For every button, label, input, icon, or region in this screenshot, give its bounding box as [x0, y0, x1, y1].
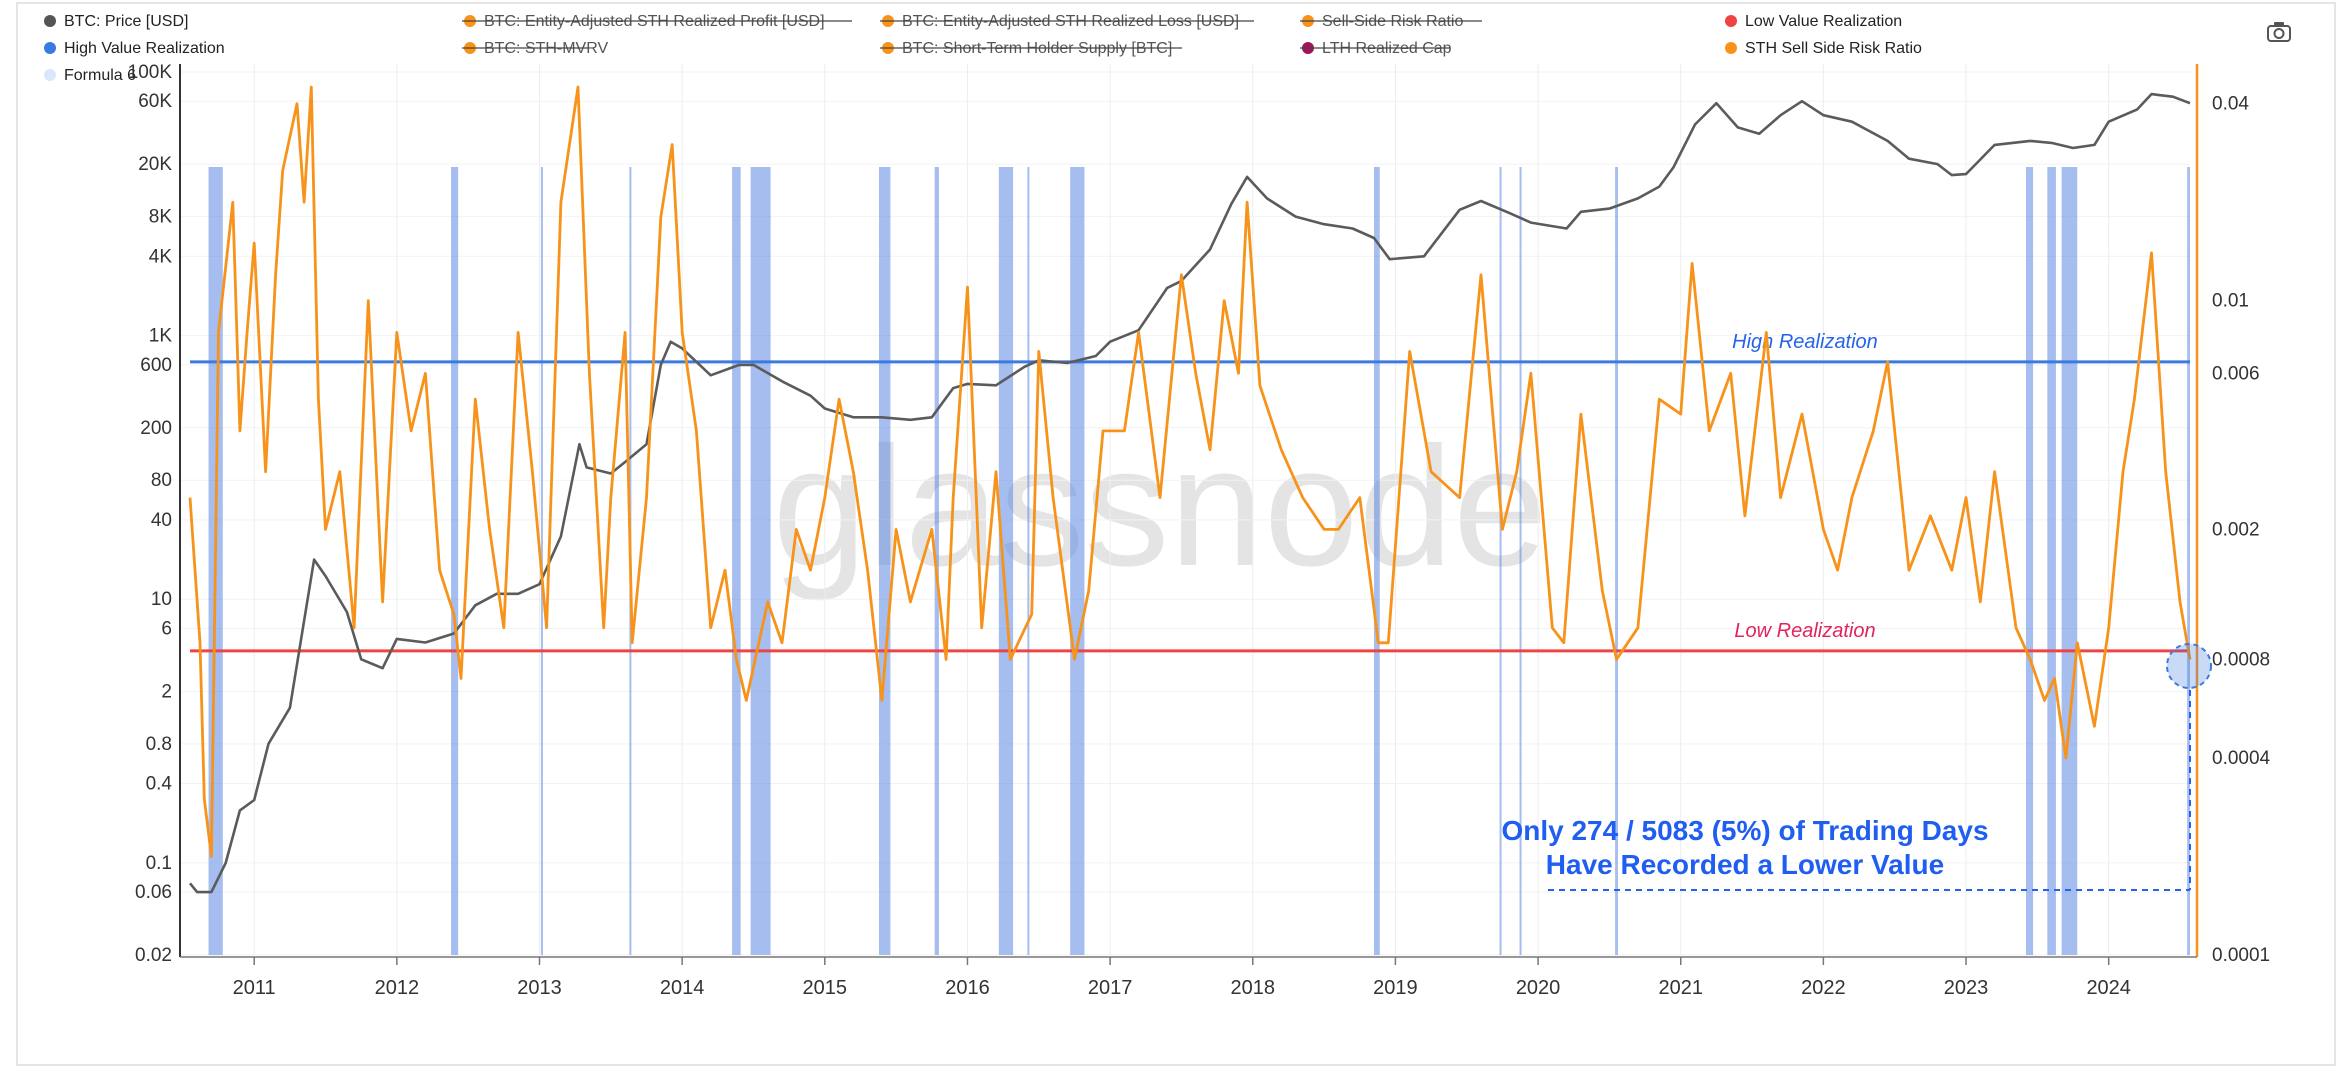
legend-swatch	[44, 42, 56, 54]
legend-item-btc-sth-mvrv[interactable]: BTC: STH-MVRV	[462, 40, 608, 57]
y-right-tick-label: 0.0004	[2212, 748, 2271, 769]
y-left-tick-label: 4K	[149, 246, 173, 267]
y-left-tick-label: 60K	[138, 91, 172, 112]
x-tick-label: 2014	[660, 977, 705, 999]
legend-label: BTC: Price [USD]	[64, 13, 188, 30]
y-left-tick-label: 20K	[138, 154, 172, 175]
x-tick-label: 2024	[2086, 977, 2131, 999]
legend-item-btc-entity-adjusted-sth-realized-loss-usd[interactable]: BTC: Entity-Adjusted STH Realized Loss […	[880, 13, 1254, 30]
low-realization-period	[1070, 167, 1085, 955]
y-left-tick-label: 100K	[128, 62, 173, 83]
x-tick-label: 2011	[233, 977, 276, 999]
legend-item-btc-price-usd[interactable]: BTC: Price [USD]	[44, 13, 188, 30]
y-right-tick-label: 0.0001	[2212, 945, 2270, 966]
x-tick-label: 2023	[1944, 977, 1989, 999]
legend-swatch	[1725, 42, 1737, 54]
y-left-tick-label: 40	[151, 510, 172, 531]
x-tick-label: 2013	[517, 977, 562, 999]
annotation-line-2: Have Recorded a Lower Value	[1546, 849, 1944, 880]
y-left-tick-label: 0.4	[146, 774, 173, 795]
y-left-tick-label: 10	[151, 589, 172, 610]
low-realization-period	[2025, 167, 2034, 955]
x-tick-label: 2017	[1088, 977, 1133, 999]
legend: BTC: Price [USD] BTC: Entity-Adjusted STH…	[44, 13, 1922, 84]
low-realization-period	[934, 167, 939, 955]
low-realization-period	[2187, 167, 2190, 955]
y-left-tick-label: 6	[161, 618, 172, 639]
x-tick-label: 2018	[1231, 977, 1276, 999]
x-tick-label: 2015	[803, 977, 848, 999]
annotation-marker	[2166, 643, 2212, 689]
y-right-tick-label: 0.006	[2212, 363, 2260, 384]
series-sth-sell-side-risk-ratio	[188, 85, 2192, 858]
series-btc-price-usd	[188, 92, 2191, 894]
y-left-tick-label: 600	[140, 355, 172, 376]
series-lines	[188, 85, 2192, 894]
low-realization-period	[1499, 167, 1502, 955]
high-realization-label: High Realization	[1732, 331, 1878, 353]
legend-item-sell-side-risk-ratio[interactable]: Sell-Side Risk Ratio	[1300, 13, 1482, 30]
y-left-tick-label: 0.06	[135, 882, 172, 903]
chart-border	[16, 2, 2336, 1066]
y-left-tick-label: 0.1	[146, 853, 172, 874]
low-realization-period	[1519, 167, 1522, 955]
x-tick-label: 2016	[945, 977, 990, 999]
y-right-tick-label: 0.01	[2212, 291, 2249, 312]
legend-item-formula-6[interactable]: Formula 6	[44, 67, 136, 84]
y-left-tick-label: 200	[140, 418, 172, 439]
y-left-tick-label: 1K	[149, 326, 173, 347]
low-realization-period	[2061, 167, 2078, 955]
legend-swatch	[44, 15, 56, 27]
y-left-tick-label: 2	[161, 681, 172, 702]
legend-label: Low Value Realization	[1745, 13, 1902, 30]
x-tick-label: 2012	[375, 977, 420, 999]
y-left-tick-label: 8K	[149, 207, 173, 228]
low-realization-period	[732, 167, 741, 955]
legend-item-high-value-realization[interactable]: High Value Realization	[44, 40, 225, 57]
legend-label: STH Sell Side Risk Ratio	[1745, 40, 1922, 57]
annotation-line-1: Only 274 / 5083 (5%) of Trading Days	[1501, 815, 1988, 846]
x-tick-label: 2022	[1801, 977, 1846, 999]
low-realization-period	[451, 167, 459, 955]
legend-item-lth-realized-cap[interactable]: LTH Realized Cap	[1300, 40, 1452, 57]
x-tick-label: 2021	[1658, 977, 1703, 999]
low-realization-period	[750, 167, 771, 955]
low-realization-period	[1615, 167, 1618, 955]
legend-label: High Value Realization	[64, 40, 225, 57]
axes: 100K 60K 20K 8K 4K 1K 600 200 80 40 10 6 2 0.8 0.4 0.1 0…	[128, 62, 2271, 999]
y-right-tick-label: 0.002	[2212, 519, 2260, 540]
low-realization-label: Low Realization	[1734, 620, 1875, 642]
low-realization-period	[1027, 167, 1030, 955]
low-realization-period	[1374, 167, 1380, 955]
camera-icon[interactable]	[2267, 22, 2291, 42]
y-left-tick-label: 0.02	[135, 945, 172, 966]
y-left-tick-label: 80	[151, 470, 172, 491]
y-right-tick-label: 0.04	[2212, 94, 2249, 115]
legend-item-sth-sell-side-risk-ratio[interactable]: STH Sell Side Risk Ratio	[1725, 40, 1922, 57]
legend-item-btc-short-term-holder-supply-btc[interactable]: BTC: Short-Term Holder Supply [BTC]	[880, 40, 1182, 57]
legend-swatch	[44, 69, 56, 81]
low-realization-period	[998, 167, 1014, 955]
grid	[180, 64, 2190, 956]
x-tick-label: 2020	[1516, 977, 1561, 999]
low-realization-period	[879, 167, 891, 955]
annotation: Only 274 / 5083 (5%) of Trading Days Hav…	[1501, 643, 2212, 891]
legend-swatch	[1725, 15, 1737, 27]
y-left-tick-label: 0.8	[146, 734, 172, 755]
watermark: glassnode	[772, 412, 1547, 602]
low-realization-period	[2047, 167, 2056, 955]
legend-item-btc-entity-adjusted-sth-realized-profit-usd[interactable]: BTC: Entity-Adjusted STH Realized Profit…	[462, 13, 852, 30]
legend-label: Formula 6	[64, 67, 136, 84]
y-right-tick-label: 0.0008	[2212, 650, 2270, 671]
legend-item-low-value-realization[interactable]: Low Value Realization	[1725, 13, 1902, 30]
x-tick-label: 2019	[1373, 977, 1418, 999]
